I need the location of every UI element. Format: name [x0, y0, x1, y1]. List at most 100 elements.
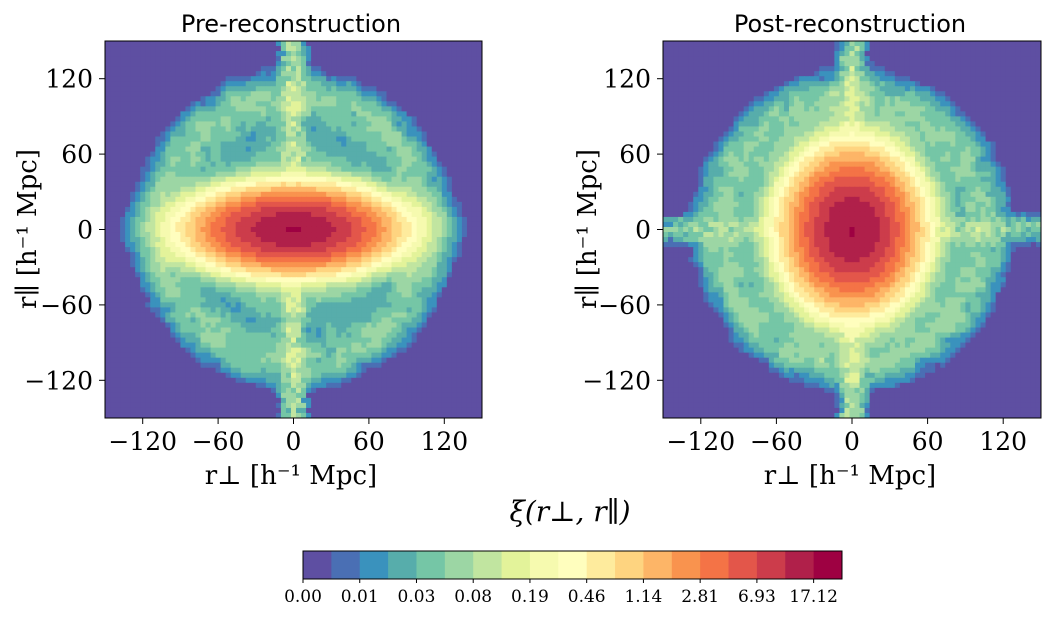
- heatmap-cell: [115, 312, 121, 319]
- heatmap-cell: [175, 272, 181, 278]
- heatmap-cell: [150, 317, 156, 324]
- heatmap-cell: [421, 76, 428, 82]
- heatmap-cell: [170, 86, 176, 92]
- heatmap-cell: [225, 71, 232, 77]
- heatmap-cell: [446, 156, 453, 163]
- heatmap-cell: [416, 106, 423, 112]
- heatmap-cell: [230, 342, 237, 349]
- heatmap-cell: [180, 126, 187, 133]
- heatmap-cell: [145, 317, 151, 324]
- heatmap-cell: [210, 181, 217, 188]
- heatmap-cell: [175, 232, 181, 238]
- heatmap-cell: [306, 201, 312, 208]
- heatmap-cell: [346, 186, 352, 193]
- heatmap-cell: [105, 312, 111, 319]
- heatmap-cell: [456, 206, 463, 213]
- heatmap-cell: [461, 262, 468, 268]
- heatmap-cell: [346, 166, 352, 173]
- heatmap-cell: [155, 342, 161, 349]
- heatmap-cell: [321, 272, 327, 278]
- heatmap-cell: [140, 76, 146, 82]
- heatmap-cell: [135, 141, 141, 148]
- heatmap-cell: [461, 362, 468, 369]
- heatmap-cell: [105, 181, 111, 188]
- heatmap-cell: [290, 352, 297, 359]
- heatmap-cell: [105, 242, 111, 248]
- heatmap-cell: [280, 151, 287, 158]
- heatmap-cell: [245, 131, 252, 138]
- heatmap-cell: [220, 156, 227, 163]
- heatmap-cell: [240, 252, 247, 258]
- heatmap-cell: [416, 357, 423, 364]
- heatmap-cell: [150, 91, 156, 97]
- heatmap-cell: [426, 101, 433, 107]
- heatmap-cell: [326, 201, 332, 208]
- heatmap-cell: [250, 342, 257, 349]
- heatmap-cell: [170, 91, 176, 97]
- heatmap-cell: [170, 322, 176, 329]
- heatmap-cell: [471, 272, 478, 278]
- heatmap-cell: [260, 216, 267, 223]
- heatmap-cell: [366, 111, 373, 117]
- heatmap-cell: [381, 191, 388, 198]
- heatmap-cell: [260, 136, 267, 143]
- heatmap-cell: [210, 206, 217, 213]
- heatmap-cell: [160, 232, 166, 238]
- heatmap-cell: [260, 242, 267, 248]
- heatmap-cell: [170, 176, 176, 183]
- heatmap-cell: [386, 262, 393, 268]
- heatmap-cell: [421, 292, 428, 298]
- heatmap-cell: [476, 116, 482, 123]
- heatmap-cell: [381, 216, 388, 223]
- heatmap-cell: [195, 61, 202, 67]
- heatmap-cell: [250, 146, 257, 153]
- heatmap-cell: [120, 186, 126, 193]
- heatmap-cell: [376, 196, 383, 203]
- heatmap-cell: [341, 191, 347, 198]
- heatmap-cell: [411, 86, 418, 92]
- heatmap-cell: [421, 367, 428, 374]
- heatmap-cell: [451, 267, 458, 273]
- heatmap-cell: [210, 221, 217, 228]
- heatmap-cell: [446, 237, 453, 243]
- heatmap-cell: [275, 272, 282, 278]
- heatmap-cell: [215, 111, 222, 117]
- heatmap-cell: [386, 226, 393, 233]
- heatmap-cell: [331, 76, 337, 82]
- heatmap-cell: [270, 71, 277, 77]
- heatmap-cell: [416, 81, 423, 87]
- heatmap-cell: [260, 71, 267, 77]
- heatmap-cell: [105, 191, 111, 198]
- heatmap-cell: [336, 101, 342, 107]
- heatmap-cell: [215, 171, 222, 178]
- heatmap-cell: [140, 131, 146, 138]
- heatmap-cell: [190, 146, 197, 153]
- heatmap-cell: [391, 352, 398, 359]
- heatmap-cell: [205, 166, 212, 173]
- heatmap-cell: [386, 56, 393, 62]
- heatmap-cell: [426, 191, 433, 198]
- heatmap-cell: [120, 267, 126, 273]
- heatmap-cell: [341, 186, 347, 193]
- heatmap-cell: [436, 86, 443, 92]
- heatmap-cell: [391, 201, 398, 208]
- heatmap-cell: [125, 166, 131, 173]
- heatmap-cell: [411, 352, 418, 359]
- heatmap-cell: [346, 307, 352, 314]
- heatmap-cell: [245, 257, 252, 263]
- heatmap-cell: [120, 332, 126, 339]
- heatmap-cell: [371, 322, 378, 329]
- heatmap-cell: [165, 226, 171, 233]
- heatmap-cell: [265, 76, 272, 82]
- heatmap-cell: [165, 257, 171, 263]
- heatmap-cell: [150, 126, 156, 133]
- heatmap-cell: [190, 41, 197, 47]
- heatmap-cell: [235, 116, 242, 123]
- heatmap-cell: [290, 312, 297, 319]
- heatmap-cell: [311, 327, 317, 334]
- heatmap-cell: [240, 292, 247, 298]
- heatmap-cell: [406, 307, 413, 314]
- heatmap-cell: [120, 201, 126, 208]
- heatmap-cell: [381, 332, 388, 339]
- heatmap-cell: [155, 252, 161, 258]
